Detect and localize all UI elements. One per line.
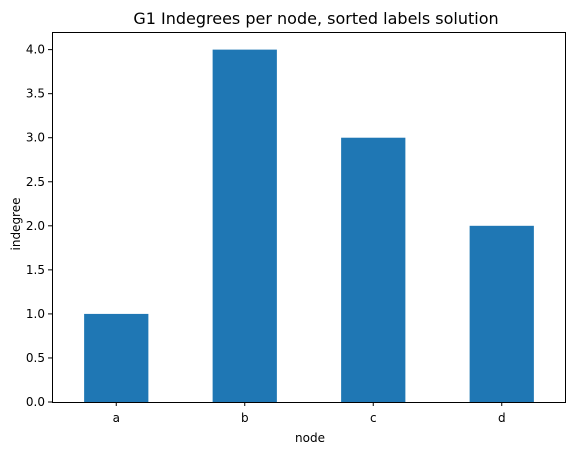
y-tick-label: 2.5: [26, 175, 45, 189]
y-tick-label: 0.0: [26, 395, 45, 409]
bars-group: [84, 49, 534, 402]
x-tick-label-b: b: [241, 411, 249, 425]
y-tick-label: 4.0: [26, 43, 45, 57]
x-axis-ticks: a b c d: [113, 402, 506, 425]
plot-area-frame: [52, 32, 566, 403]
bar-a: [84, 313, 149, 402]
y-axis-ticks: 0.0 0.5 1.0 1.5 2.0 2.5 3.0 3.5 4.0: [26, 43, 53, 409]
bar-c: [341, 137, 406, 402]
y-tick-label: 2.0: [26, 219, 45, 233]
y-tick-label: 0.5: [26, 351, 45, 365]
chart-title: G1 Indegrees per node, sorted labels sol…: [133, 9, 498, 28]
y-tick-label: 3.0: [26, 131, 45, 145]
bar-b: [212, 49, 277, 402]
y-tick-label: 1.5: [26, 263, 45, 277]
x-tick-label-c: c: [370, 411, 377, 425]
y-tick-label: 3.5: [26, 87, 45, 101]
x-tick-label-d: d: [498, 411, 506, 425]
bar-d: [469, 225, 534, 402]
x-axis-label: node: [295, 431, 325, 445]
x-tick-label-a: a: [113, 411, 120, 425]
y-tick-label: 1.0: [26, 307, 45, 321]
y-axis-label: indegree: [9, 198, 23, 251]
